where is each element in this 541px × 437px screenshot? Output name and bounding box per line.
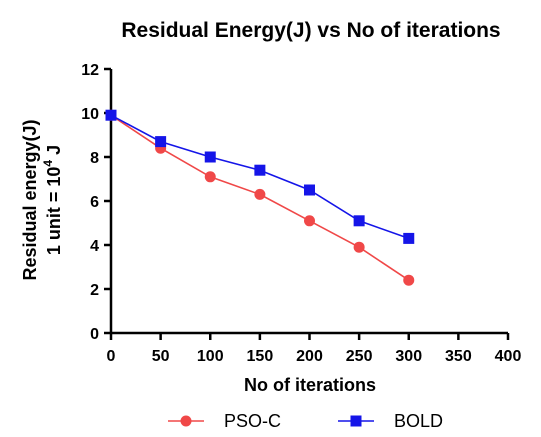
y-axis-label-line2: 1 unit = 104 J	[41, 145, 64, 255]
data-point-pso-c	[204, 171, 216, 183]
legend: PSO-C BOLD	[168, 411, 443, 431]
series-layer	[105, 109, 415, 286]
axes: 0 2 4 6 8 10 12 0 50 100 150 200 250 300 350 400	[81, 62, 521, 365]
x-axis-label: No of iterations	[244, 375, 376, 395]
data-point-bold	[254, 164, 266, 176]
data-point-pso-c	[403, 274, 415, 286]
x-tick-label: 400	[495, 348, 522, 365]
y-tick-label: 8	[90, 150, 99, 167]
y-tick-label: 2	[90, 282, 99, 299]
legend-item-pso-c: PSO-C	[168, 411, 281, 431]
data-point-bold	[353, 215, 365, 227]
data-point-bold	[304, 184, 315, 196]
y-tick-label: 6	[90, 194, 99, 211]
legend-marker-bold	[350, 415, 362, 427]
data-point-bold	[403, 232, 415, 244]
data-point-pso-c	[304, 215, 315, 227]
y-axis-label-suffix: J	[44, 145, 64, 160]
data-point-pso-c	[353, 241, 365, 253]
data-point-bold	[155, 136, 167, 148]
y-axis-label-prefix: 1 unit = 10	[44, 167, 64, 256]
y-tick-label: 0	[90, 326, 99, 343]
data-point-pso-c	[254, 188, 266, 200]
x-tick-label: 50	[152, 348, 170, 365]
y-axis-label-exponent: 4	[41, 160, 55, 167]
series-bold	[105, 109, 415, 244]
x-tick-label: 100	[197, 348, 224, 365]
y-tick-label: 10	[81, 106, 99, 123]
y-tick-label: 12	[81, 62, 99, 79]
legend-label-bold: BOLD	[394, 411, 443, 431]
data-point-bold	[105, 109, 117, 121]
y-axis-label-line1: Residual energy(J)	[20, 119, 40, 280]
legend-item-bold: BOLD	[338, 411, 443, 431]
x-tick-label: 150	[247, 348, 274, 365]
chart-title: Residual Energy(J) vs No of iterations	[121, 19, 500, 42]
legend-label-pso-c: PSO-C	[224, 411, 281, 431]
legend-marker-pso-c	[180, 415, 192, 427]
x-tick-label: 350	[445, 348, 472, 365]
x-tick-label: 0	[107, 348, 116, 365]
y-tick-label: 4	[90, 238, 99, 255]
x-tick-label: 300	[395, 348, 422, 365]
x-tick-label: 200	[296, 348, 323, 365]
y-axis-label: Residual energy(J) 1 unit = 104 J	[20, 119, 64, 280]
x-tick-label: 250	[346, 348, 373, 365]
data-point-bold	[204, 151, 216, 163]
